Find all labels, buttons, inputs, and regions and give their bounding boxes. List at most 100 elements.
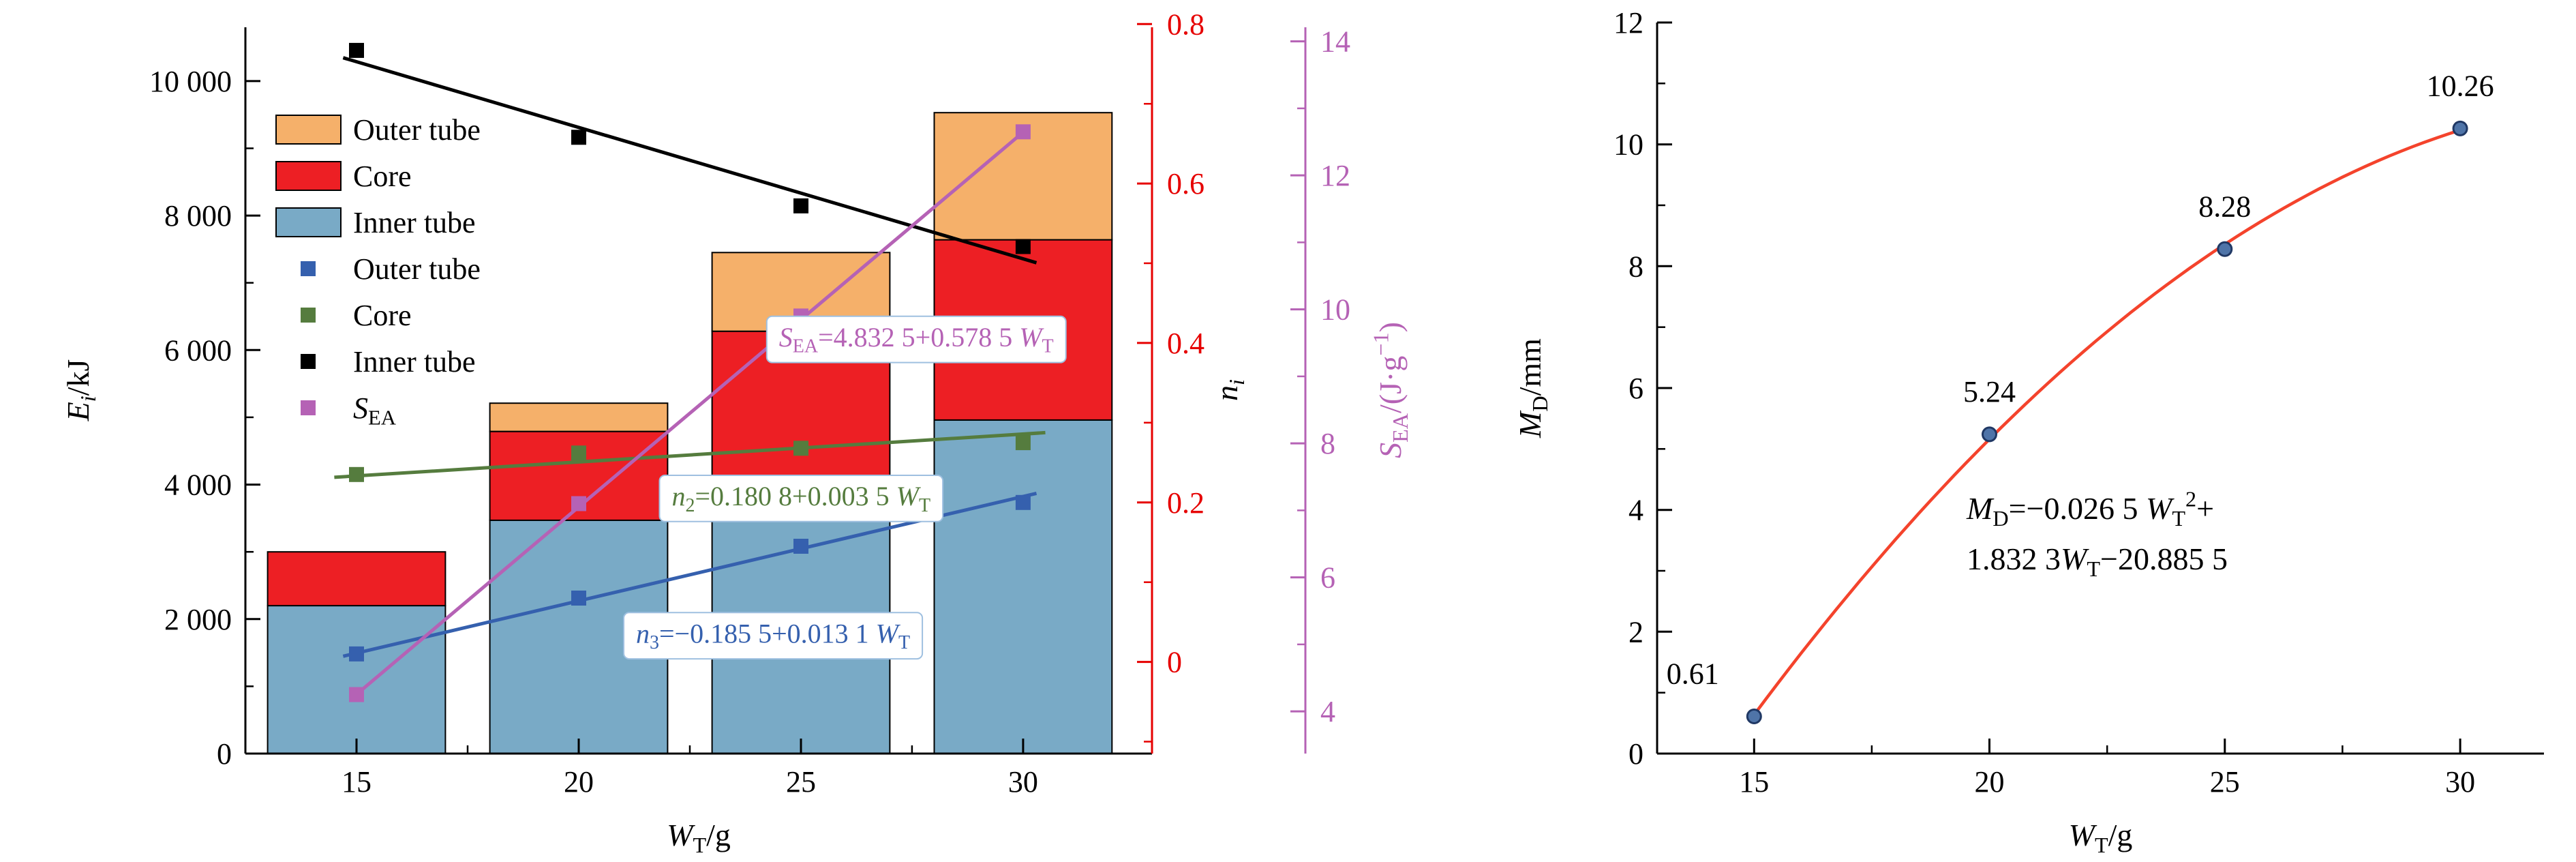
deformation-chart: 0.61 5.24 8.28 10.26 MD=−0.026 5 WT2+ 1.832 3…	[1445, 0, 2576, 862]
bar-segment-inner-tube-30	[933, 419, 1113, 755]
x-tick-label: 20	[564, 765, 594, 799]
equation-annotation: SEA=4.832 5+0.578 5 WT	[766, 315, 1067, 363]
marker-core-15	[349, 466, 364, 482]
y-tick-label: 0	[1628, 737, 1643, 771]
s-tick-label: 10	[1320, 293, 1350, 327]
equation-box	[623, 612, 924, 660]
x-axis-title: WT/g	[2069, 818, 2133, 857]
fit-line-inner-tube	[342, 56, 1037, 265]
x-tick-label: 15	[342, 765, 372, 799]
fit-curve	[1753, 128, 2461, 716]
marker-core-25	[793, 441, 808, 456]
legend-marker-inner-tube	[301, 354, 316, 369]
y-tick-label: 8	[1628, 250, 1643, 283]
marker-outer-tube-15	[349, 646, 364, 662]
y-tick-label: 6	[1628, 372, 1643, 405]
legend-swatch-core	[275, 161, 342, 191]
legend-marker-outer-tube	[301, 261, 316, 276]
y-tick-label: 2	[1628, 615, 1643, 649]
x-tick-label: 15	[1739, 765, 1769, 799]
marker-inner-tube-20	[571, 130, 586, 145]
n-tick-label: 0.8	[1167, 8, 1204, 41]
equation-line-1: MD=−0.026 5 WT2+	[1966, 486, 2214, 531]
data-point-20	[1982, 426, 1997, 443]
bar-segment-inner-tube-15	[267, 605, 446, 754]
equation-annotation: n2=0.180 8+0.003 5 WT	[658, 475, 944, 522]
equation-box	[766, 315, 1067, 363]
deformation-svg: 0.61 5.24 8.28 10.26 MD=−0.026 5 WT2+ 1.832 3…	[1513, 6, 2544, 857]
s-axis-title: SEA/(J·g−1)	[1369, 322, 1413, 458]
legend-label-core: Core	[353, 160, 412, 193]
marker-s-ea-15	[349, 687, 364, 702]
x-axis-title: WT/g	[667, 818, 731, 857]
marker-inner-tube-30	[1015, 239, 1031, 254]
marker-core-30	[1015, 435, 1031, 451]
e-tick-label: 4 000	[164, 469, 232, 502]
x-tick-label: 30	[1008, 765, 1038, 799]
legend-marker-s-ea	[301, 400, 316, 415]
bar-segment-outer-tube-20	[489, 402, 669, 432]
y-tick-label: 4	[1628, 494, 1643, 527]
y-axis-title: MD/mm	[1513, 338, 1552, 439]
equation-annotation: n3=−0.185 5+0.013 1 WT	[623, 612, 924, 660]
n-tick-label: 0.4	[1167, 327, 1204, 360]
x-tick-label: 25	[2210, 765, 2240, 799]
e-tick-label: 8 000	[164, 199, 232, 233]
data-point-30	[2452, 120, 2468, 136]
equation-text: n3=−0.185 5+0.013 1 WT	[636, 618, 910, 653]
equation-line-2: 1.832 3WT−20.885 5	[1967, 541, 2228, 581]
e-tick-label: 0	[217, 737, 232, 771]
point-label-10-26: 10.26	[2427, 69, 2494, 102]
s-tick-label: 4	[1320, 695, 1335, 728]
legend-label-s-ea: SEA	[353, 391, 397, 430]
legend-label-outer-tube: Outer tube	[353, 113, 481, 147]
e-tick-label: 10 000	[149, 65, 232, 98]
s-tick-label: 6	[1320, 561, 1335, 595]
energy-absorption-chart: SEA=4.832 5+0.578 5 WT n2=0.180 8+0.003 5…	[61, 8, 1413, 857]
bar-segment-core-15	[267, 551, 446, 607]
marker-outer-tube-20	[571, 591, 586, 606]
equation-text: n2=0.180 8+0.003 5 WT	[672, 481, 931, 516]
marker-inner-tube-25	[793, 198, 808, 213]
s-tick-label: 8	[1320, 427, 1335, 460]
data-point-25	[2217, 241, 2233, 257]
legend-label-inner-tube: Inner tube	[353, 345, 476, 378]
y-tick-label: 10	[1613, 128, 1643, 162]
marker-inner-tube-15	[349, 42, 364, 58]
axes: 0 2 4 6 8 10 12 15 20 25 30	[1613, 6, 2544, 799]
e-tick-label: 2 000	[164, 603, 232, 636]
e-axis-title: Ei/kJ	[61, 359, 100, 422]
y-tick-label: 12	[1613, 6, 1643, 40]
legend-marker-core	[301, 308, 316, 323]
marker-outer-tube-30	[1015, 494, 1031, 510]
n-axis-title: ni	[1209, 379, 1249, 401]
equation-box	[658, 475, 944, 522]
legend-label-inner-tube: Inner tube	[353, 206, 476, 239]
x-tick-label: 30	[2445, 765, 2475, 799]
axes: 0 2 000 4 000 6 000 8 000 10 000 15 20 25 30 0 0.2 0…	[149, 8, 1350, 799]
legend-swatch-inner-tube	[275, 207, 342, 237]
marker-s-ea-20	[571, 496, 586, 511]
s-tick-label: 14	[1320, 25, 1350, 59]
series-markers	[349, 42, 1031, 702]
energy-absorption-svg: SEA=4.832 5+0.578 5 WT n2=0.180 8+0.003 5…	[61, 8, 1413, 857]
marker-outer-tube-25	[793, 539, 808, 554]
e-tick-label: 6 000	[164, 333, 232, 367]
legend-label-core: Core	[353, 299, 412, 332]
x-tick-label: 20	[1975, 765, 2005, 799]
fit-line-core	[334, 430, 1046, 479]
marker-s-ea-30	[1015, 124, 1031, 140]
point-label-8-28: 8.28	[2198, 190, 2251, 223]
n-tick-label: 0.6	[1167, 167, 1204, 200]
point-label-5-24: 5.24	[1963, 375, 2016, 408]
marker-core-20	[571, 445, 586, 461]
fit-line-s-ea	[355, 130, 1025, 696]
legend-label-outer-tube: Outer tube	[353, 252, 481, 286]
point-label-0-61: 0.61	[1667, 657, 1719, 691]
data-point-15	[1746, 709, 1762, 724]
legend-swatch-outer-tube	[275, 115, 342, 145]
equation-text: SEA=4.832 5+0.578 5 WT	[779, 322, 1054, 357]
n-tick-label: 0	[1167, 646, 1182, 679]
legend: Outer tube Core Inner tube Outer tube Core In…	[275, 113, 481, 430]
